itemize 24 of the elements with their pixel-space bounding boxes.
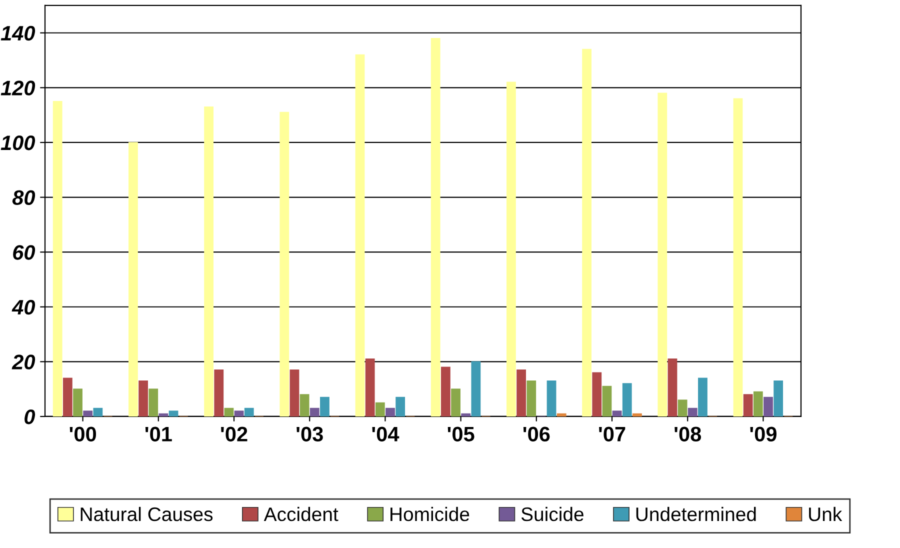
x-tick-label: '07 — [599, 426, 626, 442]
x-tick-label: '01 — [145, 426, 172, 442]
x-tick-label: '03 — [296, 426, 323, 442]
legend-label: Accident — [264, 506, 338, 522]
y-tick-label: 100 — [0, 135, 36, 150]
x-tick-label: '09 — [750, 426, 776, 442]
legend-label: Natural Causes — [80, 506, 213, 522]
y-tick-label: 20 — [12, 354, 36, 370]
x-tick-label: '08 — [674, 426, 702, 442]
x-tick-label: '04 — [372, 426, 400, 442]
y-tick-label: 80 — [12, 190, 36, 206]
x-tick-label: '00 — [70, 426, 96, 442]
legend-label: Unk — [809, 506, 842, 522]
y-tick-label: 0 — [24, 409, 36, 424]
x-tick-label: '02 — [221, 426, 248, 442]
x-tick-label: '05 — [448, 426, 474, 442]
legend-label: Suicide — [521, 506, 584, 522]
legend-label: Homicide — [390, 506, 470, 522]
x-tick-label: '06 — [523, 426, 550, 442]
y-tick-label: 120 — [0, 80, 36, 96]
y-tick-label: 140 — [0, 26, 36, 41]
legend-label: Undetermined — [636, 506, 756, 522]
y-tick-label: 40 — [12, 300, 36, 315]
y-tick-label: 60 — [13, 245, 36, 260]
